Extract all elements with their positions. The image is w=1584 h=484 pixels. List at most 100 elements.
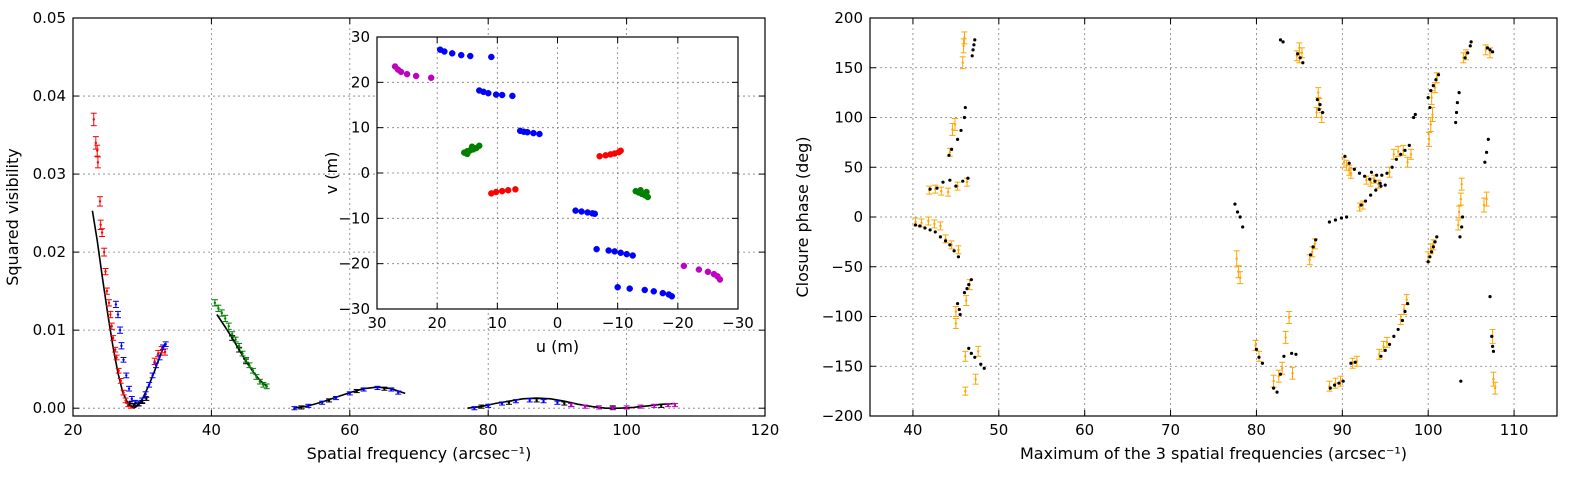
x-tick-label: 70 [1161, 421, 1180, 439]
data-point [441, 48, 448, 55]
visibility-plot: 20 40 60 80 100 1200.000.010.020.030.040.05Sp… [3, 9, 779, 463]
data-point [395, 390, 402, 395]
data-point [1341, 379, 1345, 383]
data-point [122, 397, 129, 404]
data-point [1275, 369, 1282, 383]
data-point [1434, 78, 1438, 82]
y-tick-label: 0.00 [33, 399, 66, 417]
x-tick-label: −30 [722, 314, 754, 332]
data-point [928, 228, 932, 232]
data-point [530, 129, 537, 137]
data-point [112, 300, 119, 309]
data-point [955, 301, 960, 306]
plot-area [912, 31, 1499, 396]
data-point [467, 52, 474, 60]
data-point [1278, 38, 1283, 42]
data-point [476, 142, 483, 150]
data-point [1394, 157, 1399, 161]
data-point [1404, 156, 1411, 168]
data-point [1385, 171, 1389, 175]
y-axis-label: Squared visibility [3, 148, 22, 286]
series-magenta [391, 63, 435, 82]
data-point [1241, 225, 1245, 229]
data-point [1491, 349, 1496, 353]
data-point [617, 147, 624, 155]
data-point [381, 386, 388, 391]
data-point [972, 43, 976, 47]
data-point [162, 341, 169, 348]
data-point [591, 210, 599, 218]
data-point [1413, 112, 1417, 117]
data-point [1337, 375, 1344, 387]
data-point [1403, 309, 1407, 314]
data-point [1403, 148, 1407, 152]
data-point [1298, 47, 1305, 59]
data-point [1458, 235, 1462, 239]
data-point [972, 373, 979, 385]
x-tick-label: 10 [488, 314, 507, 332]
data-point [1375, 173, 1379, 177]
data-point [1379, 184, 1383, 188]
data-point [925, 216, 932, 226]
data-point [305, 403, 312, 408]
data-point [448, 50, 456, 57]
data-point [1396, 327, 1400, 332]
data-point [637, 186, 644, 194]
data-point [954, 184, 958, 188]
data-point [954, 181, 961, 191]
data-point [1490, 344, 1495, 348]
data-point [1296, 52, 1300, 56]
data-point [162, 348, 169, 356]
data-point [961, 31, 968, 45]
data-point [957, 307, 961, 312]
data-point [94, 156, 101, 169]
data-point [923, 226, 927, 230]
data-point [1428, 255, 1432, 259]
data-point [1290, 351, 1294, 355]
data-point [1314, 238, 1318, 242]
ticks: 30 20 10 0 −10 −20 −30 −30 −20 −10 0 10 20 30 [338, 28, 753, 332]
data-point [243, 356, 249, 363]
data-point [291, 406, 298, 411]
data-point [478, 404, 485, 409]
data-point [962, 291, 967, 295]
x-tick-label: 30 [367, 314, 386, 332]
data-point [1386, 166, 1393, 178]
data-point [1380, 173, 1384, 177]
y-tick-label: 0.04 [33, 87, 66, 105]
data-point [1488, 295, 1492, 299]
data-point [967, 346, 971, 350]
data-point [103, 287, 110, 295]
data-point [626, 285, 633, 292]
data-point [1455, 219, 1462, 231]
data-point [948, 178, 952, 182]
data-point [246, 362, 253, 369]
data-point [1427, 117, 1434, 132]
data-point [931, 219, 938, 229]
y-tick-label: 0.05 [33, 9, 66, 27]
data-point [107, 310, 114, 319]
y-tick-label: 0.02 [33, 243, 66, 261]
data-point [1376, 348, 1383, 360]
data-point [969, 351, 973, 355]
data-point [374, 385, 381, 390]
data-point [1357, 171, 1362, 175]
data-point [962, 115, 967, 120]
data-point [485, 89, 492, 97]
data-point [1237, 271, 1244, 285]
x-axis-label: Spatial frequency (arcsec⁻¹) [307, 444, 532, 463]
data-point [918, 224, 922, 228]
data-point [403, 70, 411, 78]
data-point [346, 391, 353, 396]
data-point [1426, 260, 1430, 264]
data-point [1233, 250, 1240, 268]
data-point [1486, 137, 1490, 141]
data-point [332, 395, 339, 401]
x-tick-label: −10 [602, 314, 634, 332]
data-point [952, 306, 959, 317]
data-point [1282, 354, 1286, 358]
data-point [112, 346, 119, 353]
data-point [1254, 347, 1259, 351]
series-magenta [680, 262, 724, 283]
data-point [1270, 374, 1277, 388]
